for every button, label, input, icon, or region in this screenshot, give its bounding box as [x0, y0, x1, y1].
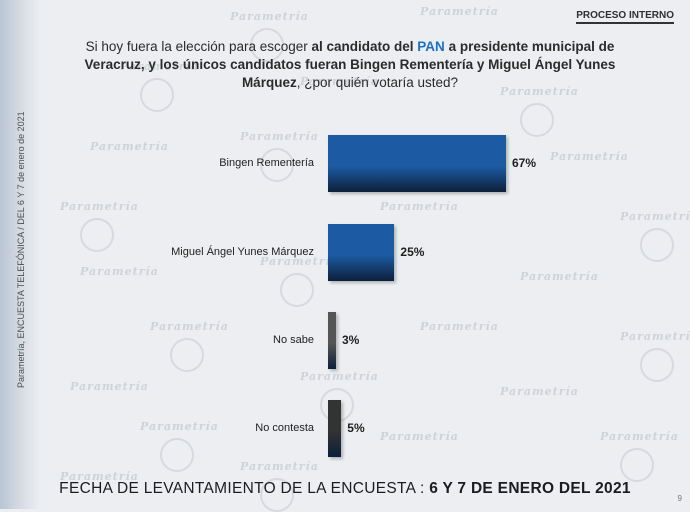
- category-label: Bingen Rementería: [219, 156, 314, 169]
- watermark-text: Parametría: [60, 470, 139, 483]
- watermark-text: Parametría: [90, 140, 169, 153]
- bar: [328, 312, 336, 369]
- footer-prefix: FECHA DE LEVANTAMIENTO DE LA ENCUESTA :: [59, 480, 425, 497]
- category-label: No contesta: [255, 421, 314, 434]
- watermark-text: Parametría: [550, 150, 629, 163]
- value-label: 67%: [512, 155, 537, 170]
- watermark-text: Parametría: [500, 385, 579, 398]
- watermark-text: Parametría: [620, 330, 690, 343]
- watermark-circle: [260, 148, 294, 182]
- value-label: 25%: [400, 244, 425, 259]
- watermark-circle: [620, 448, 654, 482]
- watermark-circle: [250, 28, 284, 62]
- watermark-text: Parametría: [600, 430, 679, 443]
- watermark-text: Parametría: [300, 75, 379, 88]
- watermark-circle: [140, 78, 174, 112]
- bar: [328, 135, 506, 192]
- watermark-text: Parametría: [420, 320, 499, 333]
- question-part-5: , ¿por quién votaría usted?: [296, 75, 459, 90]
- watermark-text: Parametría: [230, 10, 309, 23]
- watermark-circle: [640, 348, 674, 382]
- value-label: 3%: [341, 332, 360, 347]
- watermark-text: Parametría: [300, 370, 379, 383]
- watermark-circle: [170, 338, 204, 372]
- category-label: Miguel Ángel Yunes Márquez: [171, 245, 314, 258]
- question-part-1: Si hoy fuera la elección para escoger: [85, 39, 312, 54]
- survey-question: Si hoy fuera la elección para escoger al…: [60, 38, 640, 92]
- watermark-text: Parametría: [240, 460, 319, 473]
- watermark-text: Parametría: [380, 200, 459, 213]
- question-pan: PAN: [417, 39, 445, 54]
- watermark-text: Parametría: [240, 130, 319, 143]
- watermark-text: Parametría: [380, 430, 459, 443]
- side-source-note: Parametría, ENCUESTA TELEFÓNICA / DEL 6 …: [16, 111, 26, 388]
- watermark-circle: [280, 273, 314, 307]
- watermark-text: Parametría: [60, 200, 139, 213]
- watermark-text: Parametría: [150, 320, 229, 333]
- watermark-circle: [640, 228, 674, 262]
- watermark-text: Parametría: [420, 5, 499, 18]
- watermark-circle: [80, 218, 114, 252]
- watermark-text: Parametría: [620, 210, 690, 223]
- watermark-text: Parametría: [500, 85, 579, 98]
- left-decorative-strip: [0, 0, 40, 509]
- footer-date: 6 Y 7 DE ENERO DEL 2021: [429, 480, 631, 497]
- question-part-4: a presidente municipal de Veracruz, y lo…: [84, 39, 616, 90]
- watermark-text: Parametría: [80, 265, 159, 278]
- watermark-text: Parametría: [260, 255, 339, 268]
- watermark-text: Parametría: [120, 60, 199, 73]
- bar: [328, 400, 342, 457]
- proceso-interno-label: PROCESO INTERNO: [576, 10, 674, 24]
- watermark-circle: [160, 438, 194, 472]
- question-part-2: al candidato del: [311, 39, 418, 54]
- watermark-circle: [520, 103, 554, 137]
- bar: [328, 224, 395, 281]
- category-label: No sabe: [273, 333, 314, 346]
- page-number: 9: [677, 494, 682, 503]
- watermark-text: Parametría: [70, 380, 149, 393]
- watermark-text: Parametría: [140, 420, 219, 433]
- fieldwork-date-footer: FECHA DE LEVANTAMIENTO DE LA ENCUESTA : …: [0, 480, 690, 498]
- value-label: 5%: [347, 420, 365, 435]
- watermark-text: Parametría: [520, 270, 599, 283]
